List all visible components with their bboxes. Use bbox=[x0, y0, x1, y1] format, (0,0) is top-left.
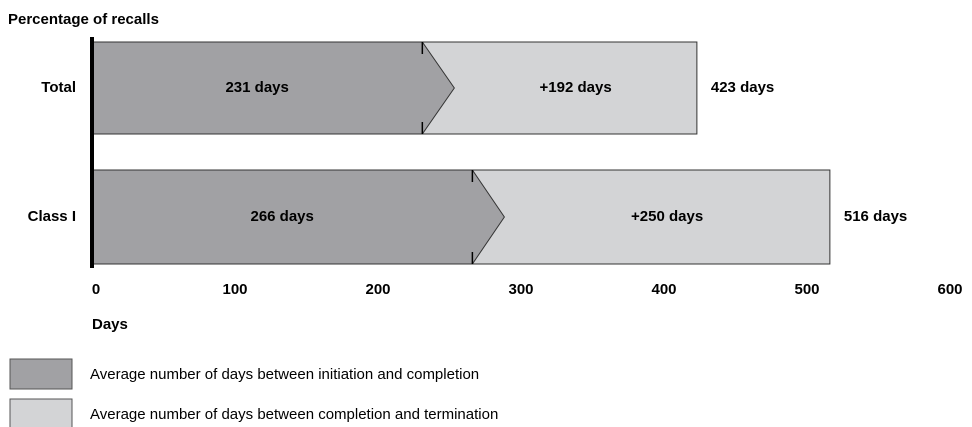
x-tick-label: 400 bbox=[651, 281, 676, 298]
x-tick-label: 100 bbox=[222, 281, 247, 298]
total-label: 423 days bbox=[711, 79, 774, 96]
x-tick-label: 200 bbox=[365, 281, 390, 298]
x-axis-label: Days bbox=[92, 316, 128, 333]
value-label: 266 days bbox=[250, 208, 313, 225]
legend-swatch bbox=[9, 398, 73, 427]
value-label: 231 days bbox=[225, 79, 288, 96]
x-tick-label: 600 bbox=[937, 281, 962, 298]
bar-segment bbox=[471, 169, 831, 265]
legend-label: Average number of days between initiatio… bbox=[90, 366, 479, 383]
total-label: 516 days bbox=[844, 208, 907, 225]
category-label: Class I bbox=[28, 208, 76, 225]
chart-title: Percentage of recalls bbox=[8, 11, 159, 28]
value-label: +250 days bbox=[631, 208, 703, 225]
value-label: +192 days bbox=[540, 79, 612, 96]
bar-segment bbox=[421, 41, 698, 135]
x-tick-label: 0 bbox=[92, 281, 100, 298]
category-label: Total bbox=[41, 79, 76, 96]
x-tick-label: 300 bbox=[508, 281, 533, 298]
x-tick-label: 500 bbox=[794, 281, 819, 298]
legend-swatch bbox=[9, 358, 73, 390]
legend-label: Average number of days between completio… bbox=[90, 406, 498, 423]
